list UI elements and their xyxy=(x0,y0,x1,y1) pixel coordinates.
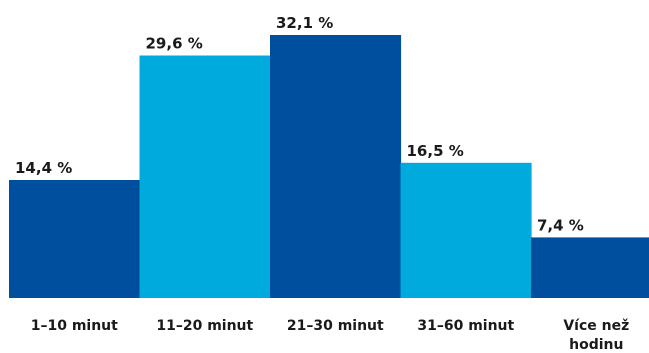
data-label-3: 32,1 % xyxy=(276,14,333,32)
bar-4 xyxy=(400,162,532,298)
data-label-2: 29,6 % xyxy=(146,35,203,53)
category-label-2: 11–20 minut xyxy=(156,318,253,334)
bar-1 xyxy=(9,180,141,298)
data-label-5: 7,4 % xyxy=(537,216,584,234)
bar-5 xyxy=(531,237,649,298)
category-label-3: 21–30 minut xyxy=(287,318,384,334)
data-label-4: 16,5 % xyxy=(407,142,464,160)
category-label-line: 31–60 minut xyxy=(417,318,514,334)
category-label-line: hodinu xyxy=(569,337,623,353)
bar-2 xyxy=(139,55,271,298)
category-label-4: 31–60 minut xyxy=(417,318,514,334)
category-label-line: 1–10 minut xyxy=(31,318,118,334)
category-label-line: 21–30 minut xyxy=(287,318,384,334)
data-label-1: 14,4 % xyxy=(15,159,72,177)
category-label-line: 11–20 minut xyxy=(156,318,253,334)
category-label-line: Více než xyxy=(563,318,629,334)
category-label-1: 1–10 minut xyxy=(31,318,118,334)
category-label-5: Více než hodinu xyxy=(563,318,629,353)
bar-3 xyxy=(270,35,402,298)
